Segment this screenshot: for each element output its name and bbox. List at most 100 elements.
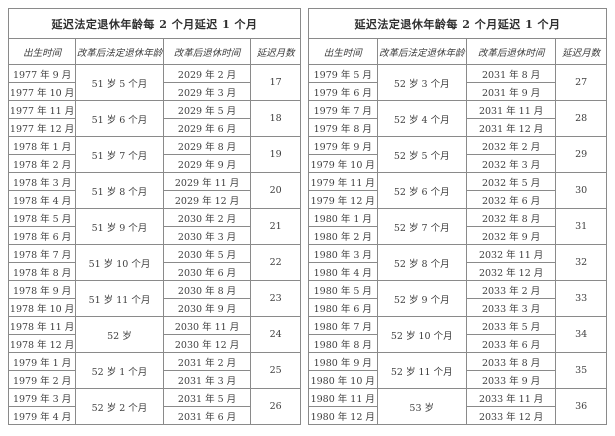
cell-retirement-date: 2029 年 12 月: [162, 190, 252, 209]
cell-statutory-age: 52 岁 11 个月: [376, 352, 467, 389]
table-row: 1979 年 8 月 2031 年 12 月: [308, 118, 607, 137]
cell-retirement-date: 2031 年 9 月: [465, 82, 557, 101]
cell-statutory-age: 53 岁: [376, 388, 467, 425]
cell-retirement-date: 2030 年 12 月: [162, 334, 252, 353]
col-header-birth-date: 出生时间: [308, 38, 378, 65]
cell-delay-months: 24: [250, 316, 301, 353]
cell-delay-months: 31: [555, 208, 607, 245]
table-row: 1978 年 5 月 51 岁 9 个月 2030 年 2 月 21: [7, 208, 301, 245]
cell-retirement-date: 2031 年 8 月: [465, 64, 557, 83]
table-row: 1977 年 10 月 2029 年 3 月: [7, 82, 301, 101]
cell-birth-date: 1980 年 7 月: [308, 316, 378, 335]
cell-birth-date: 1978 年 4 月: [7, 190, 77, 209]
cell-retirement-date: 2029 年 9 月: [162, 154, 252, 173]
cell-retirement-date: 2029 年 3 月: [162, 82, 252, 101]
retirement-schedule-table-left: 延迟法定退休年龄每 2 个月延迟 1 个月 出生时间 改革后法定退休年龄 改革后…: [7, 8, 301, 425]
table-row: 1978 年 11 月 52 岁 2030 年 11 月 24: [7, 316, 301, 353]
cell-statutory-age: 51 岁 7 个月: [75, 136, 164, 173]
cell-retirement-date: 2031 年 2 月: [162, 352, 252, 371]
table-row: 1980 年 12 月 2033 年 12 月: [308, 406, 607, 425]
cell-birth-date: 1978 年 12 月: [7, 334, 77, 353]
cell-statutory-age: 52 岁 6 个月: [376, 172, 467, 209]
cell-birth-date: 1980 年 11 月: [308, 388, 378, 407]
cell-retirement-date: 2033 年 12 月: [465, 406, 557, 425]
cell-retirement-date: 2029 年 6 月: [162, 118, 252, 137]
cell-birth-date: 1979 年 2 月: [7, 370, 77, 389]
cell-statutory-age: 51 岁 11 个月: [75, 280, 164, 317]
cell-statutory-age: 51 岁 10 个月: [75, 244, 164, 281]
cell-delay-months: 19: [250, 136, 301, 173]
table-row: 1978 年 7 月 51 岁 10 个月 2030 年 5 月 22: [7, 244, 301, 281]
table-row: 1978 年 8 月 2030 年 6 月: [7, 262, 301, 281]
table-row: 1979 年 7 月 52 岁 4 个月 2031 年 11 月 28: [308, 100, 607, 137]
table-title: 延迟法定退休年龄每 2 个月延迟 1 个月: [8, 8, 301, 39]
cell-birth-date: 1980 年 6 月: [308, 298, 378, 317]
cell-birth-date: 1980 年 8 月: [308, 334, 378, 353]
retirement-schedule-table-right: 延迟法定退休年龄每 2 个月延迟 1 个月 出生时间 改革后法定退休年龄 改革后…: [308, 8, 607, 425]
cell-statutory-age: 52 岁 10 个月: [376, 316, 467, 353]
cell-retirement-date: 2030 年 9 月: [162, 298, 252, 317]
cell-birth-date: 1977 年 12 月: [7, 118, 77, 137]
col-header-statutory-age: 改革后法定退休年龄: [376, 38, 467, 65]
cell-statutory-age: 52 岁 9 个月: [376, 280, 467, 317]
cell-statutory-age: 51 岁 6 个月: [75, 100, 164, 137]
table-row: 1978 年 4 月 2029 年 12 月: [7, 190, 301, 209]
table-row: 1980 年 8 月 2033 年 6 月: [308, 334, 607, 353]
cell-retirement-date: 2030 年 8 月: [162, 280, 252, 299]
cell-retirement-date: 2029 年 5 月: [162, 100, 252, 119]
cell-delay-months: 18: [250, 100, 301, 137]
cell-retirement-date: 2029 年 2 月: [162, 64, 252, 83]
cell-statutory-age: 52 岁 2 个月: [75, 388, 164, 425]
cell-retirement-date: 2032 年 5 月: [465, 172, 557, 191]
cell-birth-date: 1980 年 4 月: [308, 262, 378, 281]
table-row: 1979 年 9 月 52 岁 5 个月 2032 年 2 月 29: [308, 136, 607, 173]
table-row: 1980 年 2 月 2032 年 9 月: [308, 226, 607, 245]
table-row: 1978 年 9 月 51 岁 11 个月 2030 年 8 月 23: [7, 280, 301, 317]
cell-retirement-date: 2032 年 8 月: [465, 208, 557, 227]
cell-birth-date: 1979 年 5 月: [308, 64, 378, 83]
cell-birth-date: 1979 年 3 月: [7, 388, 77, 407]
table-row: 1980 年 10 月 2033 年 9 月: [308, 370, 607, 389]
cell-birth-date: 1980 年 1 月: [308, 208, 378, 227]
cell-birth-date: 1978 年 3 月: [7, 172, 77, 191]
cell-retirement-date: 2033 年 11 月: [465, 388, 557, 407]
cell-birth-date: 1978 年 9 月: [7, 280, 77, 299]
cell-retirement-date: 2032 年 12 月: [465, 262, 557, 281]
cell-retirement-date: 2033 年 9 月: [465, 370, 557, 389]
cell-birth-date: 1979 年 7 月: [308, 100, 378, 119]
cell-retirement-date: 2033 年 8 月: [465, 352, 557, 371]
cell-birth-date: 1978 年 5 月: [7, 208, 77, 227]
cell-retirement-date: 2030 年 5 月: [162, 244, 252, 263]
cell-retirement-date: 2030 年 3 月: [162, 226, 252, 245]
table-row: 1977 年 11 月 51 岁 6 个月 2029 年 5 月 18: [7, 100, 301, 137]
cell-retirement-date: 2032 年 3 月: [465, 154, 557, 173]
col-header-delay-months: 延迟月数: [250, 38, 301, 65]
cell-birth-date: 1978 年 6 月: [7, 226, 77, 245]
cell-delay-months: 34: [555, 316, 607, 353]
cell-delay-months: 30: [555, 172, 607, 209]
cell-birth-date: 1977 年 9 月: [7, 64, 77, 83]
cell-birth-date: 1977 年 11 月: [7, 100, 77, 119]
cell-delay-months: 33: [555, 280, 607, 317]
cell-delay-months: 26: [250, 388, 301, 425]
table-row: 1978 年 12 月 2030 年 12 月: [7, 334, 301, 353]
table-row: 1980 年 1 月 52 岁 7 个月 2032 年 8 月 31: [308, 208, 607, 245]
cell-retirement-date: 2031 年 5 月: [162, 388, 252, 407]
cell-retirement-date: 2033 年 6 月: [465, 334, 557, 353]
cell-delay-months: 17: [250, 64, 301, 101]
cell-birth-date: 1980 年 5 月: [308, 280, 378, 299]
cell-birth-date: 1978 年 7 月: [7, 244, 77, 263]
cell-retirement-date: 2029 年 11 月: [162, 172, 252, 191]
cell-retirement-date: 2031 年 3 月: [162, 370, 252, 389]
cell-retirement-date: 2031 年 11 月: [465, 100, 557, 119]
table-row: 1978 年 1 月 51 岁 7 个月 2029 年 8 月 19: [7, 136, 301, 173]
table-row: 1978 年 3 月 51 岁 8 个月 2029 年 11 月 20: [7, 172, 301, 209]
cell-retirement-date: 2032 年 2 月: [465, 136, 557, 155]
cell-statutory-age: 52 岁 8 个月: [376, 244, 467, 281]
cell-birth-date: 1979 年 12 月: [308, 190, 378, 209]
table-row: 1980 年 9 月 52 岁 11 个月 2033 年 8 月 35: [308, 352, 607, 389]
cell-statutory-age: 51 岁 9 个月: [75, 208, 164, 245]
cell-delay-months: 23: [250, 280, 301, 317]
cell-retirement-date: 2032 年 11 月: [465, 244, 557, 263]
